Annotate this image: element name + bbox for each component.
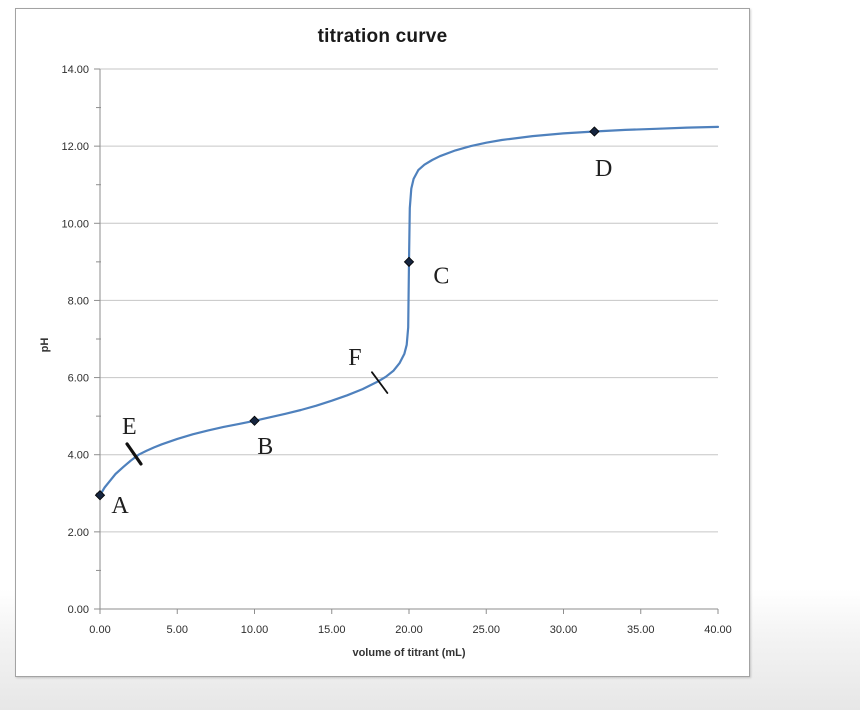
y-tick-label: 8.00: [68, 295, 89, 307]
y-tick-label: 0.00: [68, 604, 89, 616]
x-tick-label: 35.00: [627, 624, 655, 636]
x-tick-label: 0.00: [89, 624, 110, 636]
y-tick-label: 12.00: [61, 141, 89, 153]
data-marker-A: [94, 490, 106, 501]
point-label-B: B: [257, 434, 273, 460]
x-tick-label: 40.00: [704, 624, 732, 636]
titration-curve-line: [98, 125, 720, 497]
chart-title: titration curve: [317, 26, 448, 47]
x-axis-title: volume of titrant (mL): [352, 647, 466, 659]
x-tick-label: 25.00: [472, 624, 500, 636]
titration-curve-plot: 0.00 2.00 4.00 6.00 8.00 10.00 12.00 14.00 0.00 5…: [61, 64, 732, 636]
y-tick-label: 14.00: [61, 64, 89, 76]
x-tick-label: 20.00: [395, 624, 423, 636]
data-marker-C: [403, 256, 415, 268]
data-marker-D: [589, 126, 600, 137]
point-label-E: E: [122, 414, 137, 440]
x-tick-label: 5.00: [167, 624, 188, 636]
x-tick-label: 30.00: [550, 624, 578, 636]
point-label-C: C: [433, 263, 449, 289]
y-tick-label: 4.00: [68, 450, 89, 462]
slash-mark-E: [125, 442, 143, 466]
y-tick-label: 6.00: [68, 373, 89, 385]
slash-mark-F: [371, 371, 389, 394]
x-tick-label: 10.00: [241, 624, 269, 636]
point-label-D: D: [595, 156, 612, 182]
point-label-A: A: [111, 493, 129, 519]
y-tick-label: 2.00: [68, 527, 89, 539]
x-tick-label: 15.00: [318, 624, 346, 636]
chart-card: titration curve pH volume of titrant (mL…: [15, 8, 750, 677]
data-marker-B: [249, 415, 260, 426]
y-tick-label: 10.00: [61, 218, 89, 230]
point-label-F: F: [348, 345, 361, 371]
